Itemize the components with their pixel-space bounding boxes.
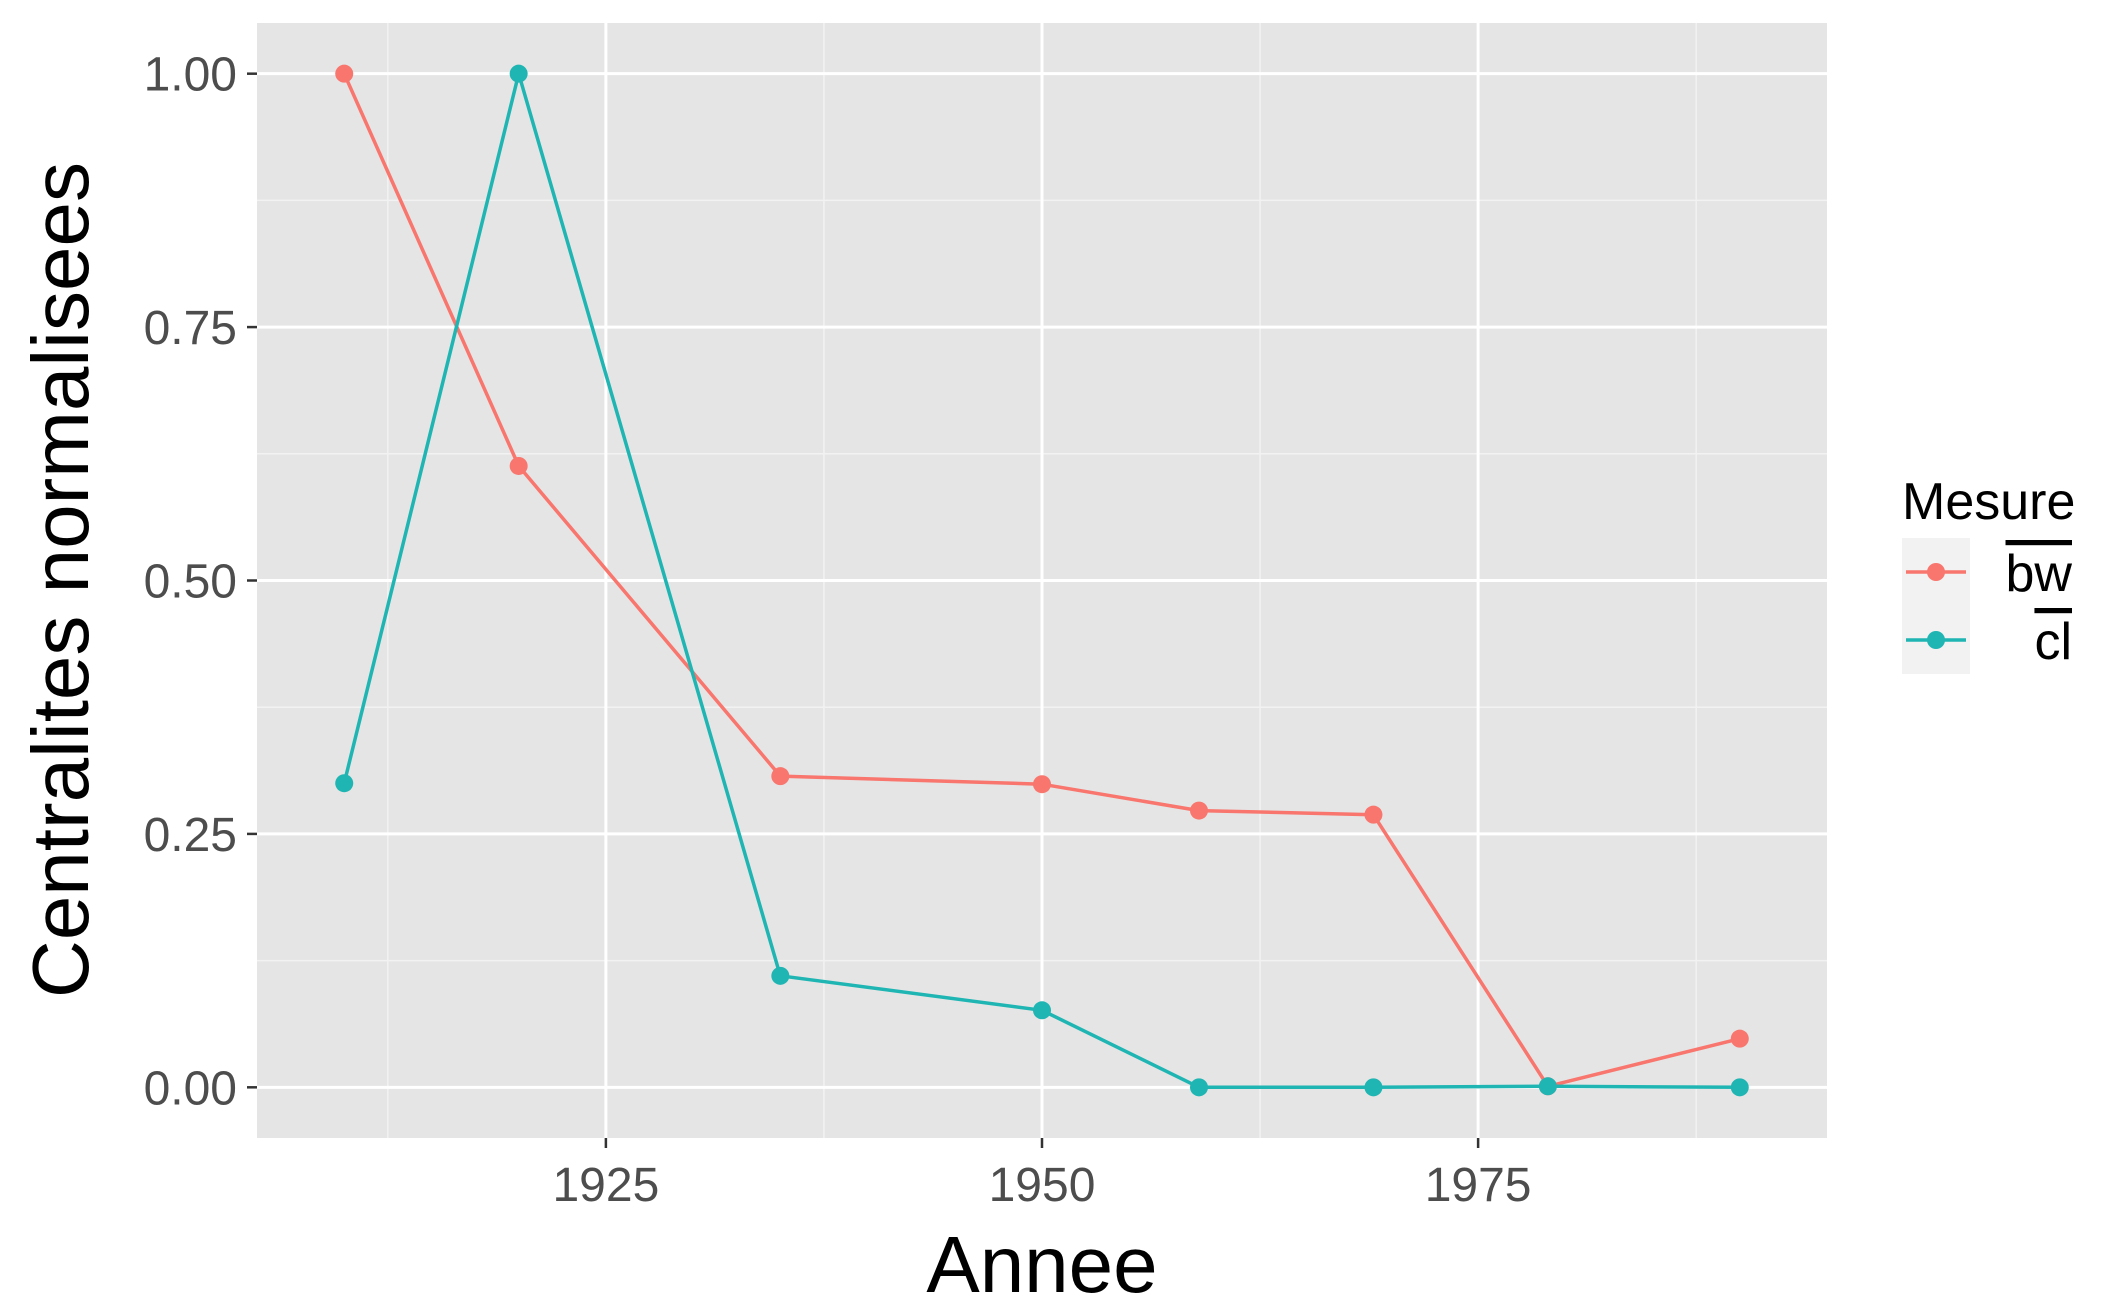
legend-label-cl: cl: [2034, 613, 2072, 671]
axis-labels: 1925 1950 1975 0.00 0.25 0.50 0.75 1.00: [144, 49, 1532, 1212]
x-tick-label: 1975: [1425, 1159, 1532, 1212]
x-tick-label: 1925: [552, 1159, 659, 1212]
x-tick-label: 1950: [989, 1159, 1096, 1212]
data-point-bw: [1730, 1029, 1749, 1048]
data-point-bw: [771, 767, 790, 786]
y-tick-label: 0.25: [144, 809, 237, 862]
series-line-cl: [342, 71, 1740, 1090]
series-line-bw: [342, 72, 1741, 1089]
data-point-cl: [509, 64, 528, 83]
legend-label-bw: bw: [2006, 545, 2073, 603]
legend-key-point: [1927, 631, 1945, 649]
y-tick-label: 1.00: [144, 49, 237, 102]
y-axis-title: Centralites normalisees: [16, 162, 105, 998]
y-tick-label: 0.50: [144, 556, 237, 609]
y-tick-label: 0.00: [144, 1062, 237, 1115]
data-point-bw: [335, 64, 354, 83]
data-point-bw: [1033, 775, 1051, 794]
data-point-bw: [1364, 805, 1383, 824]
data-point-cl: [1033, 1001, 1051, 1020]
y-tick-label: 0.75: [144, 302, 237, 355]
data-point-cl: [1364, 1078, 1383, 1097]
data-point-bw: [509, 456, 528, 475]
data-point-cl: [335, 774, 354, 793]
data-point-bw: [1190, 801, 1208, 820]
data-point-cl: [1730, 1078, 1749, 1097]
data-point-cl: [1538, 1077, 1557, 1096]
legend-key-point: [1927, 563, 1945, 581]
legend: Mesure bw cl: [1902, 473, 2075, 674]
series-layer: [335, 64, 1749, 1097]
data-point-cl: [771, 966, 790, 985]
legend-title: Mesure: [1902, 473, 2075, 531]
x-axis-title: Annee: [926, 1220, 1157, 1299]
axis-ticks: [247, 72, 1480, 1148]
data-point-cl: [1190, 1078, 1208, 1097]
